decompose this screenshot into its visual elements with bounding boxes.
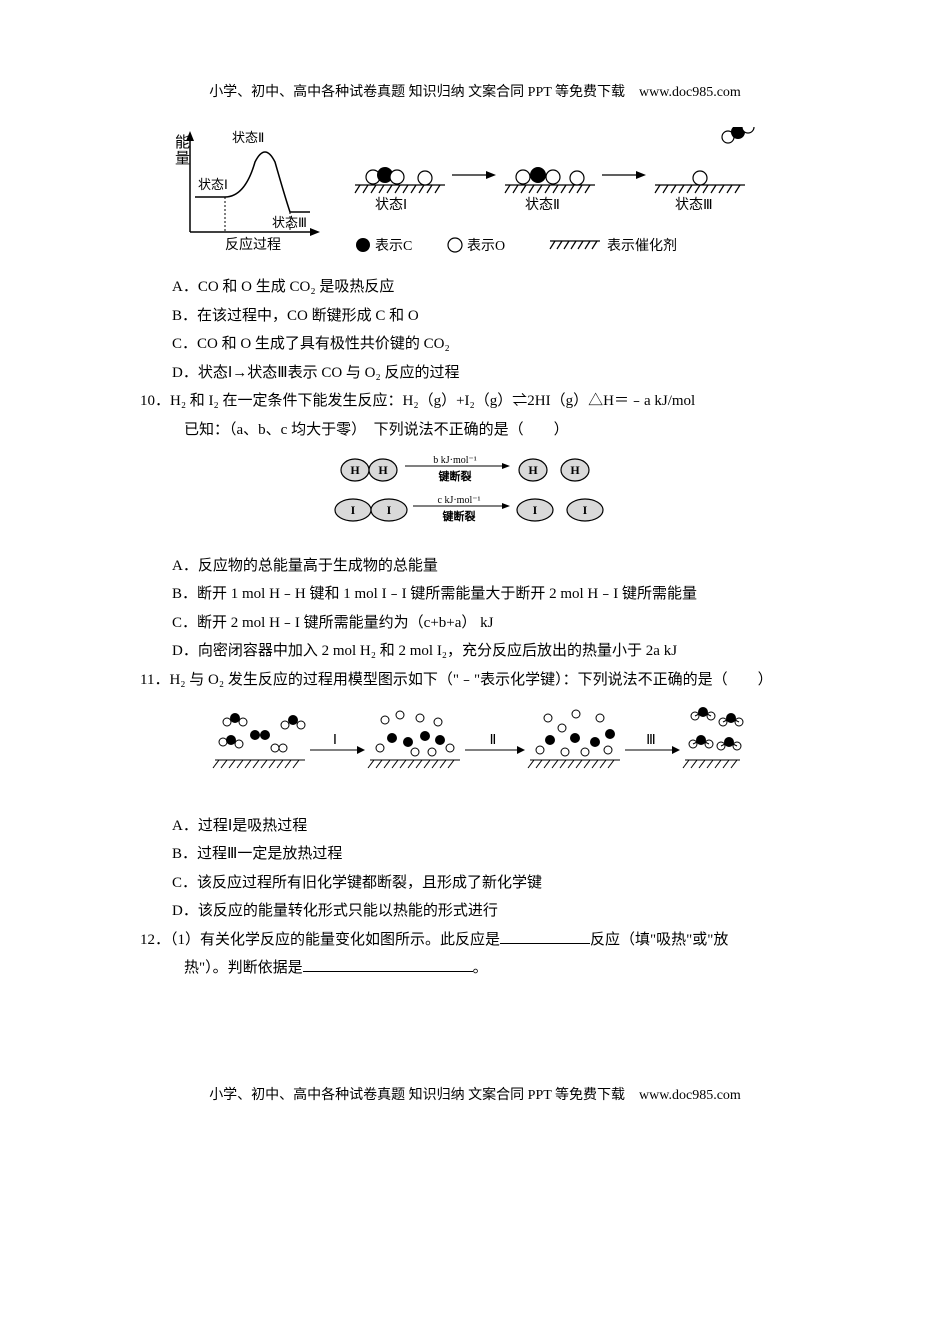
q10-stem: 10．H₂ 和 I₂ 在一定条件下能发生反应：H₂（g）+I₂（g）⇌2HI（g… (140, 387, 810, 416)
page-header: 小学、初中、高中各种试卷真题 知识归纳 文案合同 PPT 等免费下载 www.d… (140, 80, 810, 107)
q10-option-a: A．反应物的总能量高于生成物的总能量 (140, 552, 810, 581)
svg-text:状态Ⅰ: 状态Ⅰ (198, 177, 228, 192)
svg-text:H: H (350, 463, 360, 477)
q12-blank1 (500, 928, 590, 944)
q9-option-a: A．CO 和 O 生成 CO₂ 是吸热反应 (140, 273, 810, 302)
q9-option-d: D．状态Ⅰ→状态Ⅲ表示 CO 与 O₂ 反应的过程 (140, 359, 810, 388)
q11-option-c: C．该反应过程所有旧化学键都断裂，且形成了新化学键 (140, 869, 810, 898)
svg-text:能: 能 (175, 134, 190, 151)
q10-figure: H H b kJ·mol⁻¹ 键断裂 H H I I c kJ·mol⁻¹ (140, 450, 810, 546)
svg-text:状态Ⅱ: 状态Ⅱ (525, 197, 560, 213)
svg-text:Ⅱ: Ⅱ (490, 733, 497, 748)
q11-option-a: A．过程Ⅰ是吸热过程 (140, 812, 810, 841)
svg-text:反应过程: 反应过程 (225, 236, 281, 253)
state2-panel: 状态Ⅱ (505, 167, 595, 213)
q9-option-b: B．在该过程中，CO 断键形成 C 和 O (140, 302, 810, 331)
svg-text:Ⅲ: Ⅲ (646, 733, 656, 748)
svg-text:状态Ⅲ: 状态Ⅲ (675, 197, 713, 213)
q12-stem: 12．（1）有关化学反应的能量变化如图所示。此反应是反应（填"吸热"或"放 (140, 926, 810, 955)
svg-text:表示O: 表示O (467, 238, 505, 254)
svg-text:H: H (528, 463, 538, 477)
q12-blank2 (303, 956, 473, 972)
svg-text:H: H (570, 463, 580, 477)
q9-figure: 能 量 状态Ⅰ 状态Ⅱ 状态Ⅲ 反应过程 (140, 127, 810, 268)
svg-text:I: I (533, 503, 538, 517)
svg-text:I: I (351, 503, 356, 517)
svg-text:Ⅰ: Ⅰ (333, 733, 337, 748)
page-footer: 小学、初中、高中各种试卷真题 知识归纳 文案合同 PPT 等免费下载 www.d… (140, 1083, 810, 1110)
svg-text:状态Ⅱ: 状态Ⅱ (232, 130, 264, 145)
q10-option-c: C．断开 2 mol H﹣I 键所需能量约为（c+b+a） kJ (140, 609, 810, 638)
energy-diagram: 能 量 状态Ⅰ 状态Ⅱ 状态Ⅲ 反应过程 (175, 130, 320, 253)
q11-stem: 11．H₂ 与 O₂ 发生反应的过程用模型图示如下（"﹣"表示化学键）：下列说法… (140, 666, 810, 695)
svg-text:b kJ·mol⁻¹: b kJ·mol⁻¹ (433, 455, 477, 466)
q10-option-b: B．断开 1 mol H﹣H 键和 1 mol I﹣I 键所需能量大于断开 2 … (140, 580, 810, 609)
svg-text:状态Ⅲ: 状态Ⅲ (272, 215, 307, 230)
q10-stem2: 已知：（a、b、c 均大于零） 下列说法不正确的是（ ） (140, 416, 810, 445)
figure-legend: 表示C 表示O 表示催化剂 (356, 238, 677, 254)
svg-text:表示催化剂: 表示催化剂 (607, 238, 677, 254)
state1-panel: 状态Ⅰ (355, 167, 445, 213)
svg-text:H: H (378, 463, 388, 477)
svg-text:键断裂: 键断裂 (442, 509, 476, 523)
q11-figure: Ⅰ Ⅱ (140, 700, 810, 806)
svg-text:I: I (387, 503, 392, 517)
q10-option-d: D．向密闭容器中加入 2 mol H₂ 和 2 mol I₂，充分反应后放出的热… (140, 637, 810, 666)
q11-option-b: B．过程Ⅲ一定是放热过程 (140, 840, 810, 869)
svg-text:c kJ·mol⁻¹: c kJ·mol⁻¹ (438, 495, 481, 506)
q11-option-d: D．该反应的能量转化形式只能以热能的形式进行 (140, 897, 810, 926)
q12-stem-cont: 热"）。判断依据是。 (140, 954, 810, 983)
svg-text:状态Ⅰ: 状态Ⅰ (375, 197, 407, 213)
svg-text:量: 量 (175, 151, 190, 167)
svg-text:键断裂: 键断裂 (438, 469, 472, 483)
q9-option-c: C．CO 和 O 生成了具有极性共价键的 CO₂ (140, 330, 810, 359)
svg-text:表示C: 表示C (375, 238, 412, 254)
svg-text:I: I (583, 503, 588, 517)
state3-panel: 状态Ⅲ (655, 127, 754, 213)
